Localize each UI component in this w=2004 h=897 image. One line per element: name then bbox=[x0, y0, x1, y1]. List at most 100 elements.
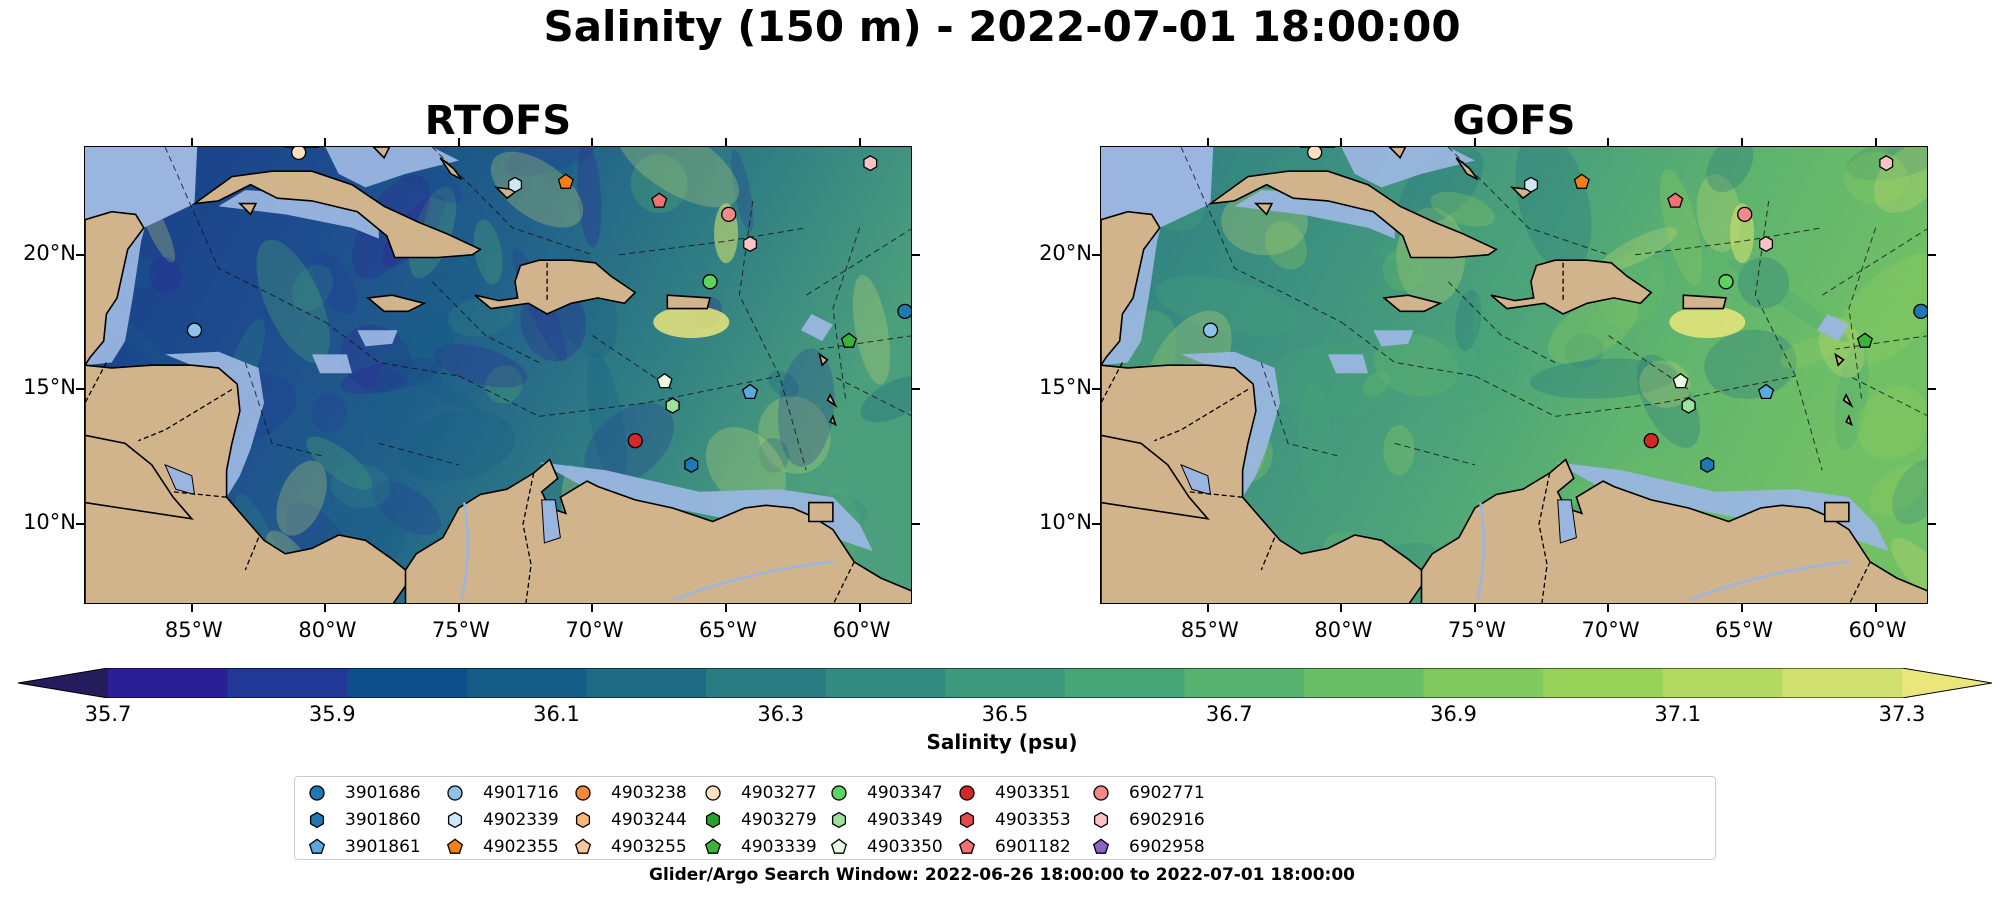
lon-tick-label: 80°W bbox=[298, 618, 357, 642]
colorbar-graphic bbox=[17, 667, 1993, 699]
land-yucatan bbox=[85, 210, 145, 367]
salinity-eddy bbox=[1704, 329, 1797, 399]
legend-marker-pentagon bbox=[958, 838, 976, 854]
map-rtofs[interactable] bbox=[84, 146, 912, 604]
eez-boundary bbox=[1447, 147, 1609, 256]
float-marker-4902339 bbox=[508, 176, 523, 193]
lat-tick-mark bbox=[1092, 523, 1100, 526]
salinity-eddy bbox=[364, 342, 479, 413]
country-border bbox=[138, 388, 233, 442]
map-canvas-1 bbox=[1101, 147, 1927, 603]
legend-label: 4903255 bbox=[611, 837, 687, 857]
map-gofs[interactable] bbox=[1100, 146, 1928, 604]
legend-label: 4903347 bbox=[867, 783, 943, 803]
shelf-ne_shelf bbox=[800, 314, 833, 341]
land-hispaniola bbox=[1490, 259, 1653, 315]
colorbar-tick-label: 36.9 bbox=[1430, 702, 1477, 726]
land-jamaica bbox=[1382, 294, 1443, 313]
land-puerto_rico bbox=[666, 294, 712, 310]
lon-tick-mark bbox=[1607, 138, 1610, 146]
legend-marker-shape bbox=[959, 811, 975, 829]
eez-boundary bbox=[431, 147, 593, 256]
land-trinidad bbox=[808, 501, 834, 523]
land-bahamas2 bbox=[439, 157, 463, 181]
legend-marker-shape bbox=[831, 785, 847, 801]
shelf-mosq_bank bbox=[312, 354, 353, 374]
country-border bbox=[1538, 472, 1551, 603]
figure-title: Salinity (150 m) - 2022-07-01 18:00:00 bbox=[543, 2, 1461, 51]
land-bahamas1 bbox=[1388, 147, 1407, 160]
lat-tick-mark bbox=[1928, 523, 1936, 526]
land-south_america bbox=[1420, 458, 1927, 603]
legend-label: 4903244 bbox=[611, 810, 687, 830]
float-marker-6901182 bbox=[651, 192, 668, 208]
lon-tick-mark bbox=[1741, 138, 1744, 146]
legend-label: 3901860 bbox=[345, 810, 421, 830]
legend-label: 6902916 bbox=[1129, 810, 1205, 830]
land-central_america_n bbox=[1101, 364, 1428, 603]
float-marker-6902771 bbox=[721, 206, 737, 223]
colorbar-segment bbox=[945, 668, 1066, 698]
land-cuba bbox=[1207, 170, 1498, 259]
land-hispaniola bbox=[474, 259, 637, 315]
lat-tick-label: 20°N bbox=[1039, 240, 1092, 265]
float-marker-3901861 bbox=[741, 383, 759, 400]
eez-boundary bbox=[619, 227, 807, 256]
legend-marker-circle bbox=[959, 785, 975, 801]
legend-marker-hexagon bbox=[575, 811, 591, 829]
country-border bbox=[522, 472, 535, 603]
lon-tick-label: 85°W bbox=[164, 618, 223, 642]
legend-marker-shape bbox=[309, 811, 325, 829]
lon-tick-mark bbox=[1874, 604, 1877, 612]
float-marker-4901716 bbox=[186, 322, 203, 338]
lon-tick-label: 75°W bbox=[1447, 618, 1506, 642]
legend-marker-shape bbox=[446, 838, 464, 854]
lon-tick-mark bbox=[1340, 604, 1343, 612]
shelf-nic_shelf bbox=[165, 351, 264, 498]
salinity-eddy bbox=[1856, 386, 1927, 460]
legend-marker-hexagon bbox=[1093, 811, 1109, 829]
land-puerto_rico bbox=[1682, 294, 1728, 310]
colorbar-segment bbox=[1064, 668, 1185, 698]
float-marker-4903350 bbox=[1672, 372, 1689, 389]
salinity-eddy bbox=[1529, 358, 1677, 399]
float-marker-3901860 bbox=[1700, 456, 1715, 474]
legend-marker-shape bbox=[958, 838, 976, 854]
land-islas3 bbox=[1845, 414, 1853, 427]
land-islas3 bbox=[829, 414, 837, 427]
colorbar-segment bbox=[1423, 668, 1544, 698]
salinity-eddy bbox=[1868, 464, 1927, 516]
legend-label: 6901182 bbox=[995, 837, 1071, 857]
legend-marker-circle bbox=[575, 785, 591, 801]
shelf-bahamas_bank bbox=[1341, 147, 1475, 188]
salinity-eddy bbox=[340, 324, 412, 393]
float-marker-4903351 bbox=[627, 433, 643, 449]
panel-title-gofs: GOFS bbox=[1452, 98, 1576, 144]
salinity-eddy bbox=[1780, 336, 1835, 369]
eez-boundary bbox=[458, 375, 780, 417]
legend-marker-shape bbox=[705, 811, 721, 829]
lon-tick-mark bbox=[725, 604, 728, 612]
shelf-nic_shelf bbox=[1181, 351, 1280, 498]
legend-marker-shape bbox=[309, 785, 325, 801]
map-canvas-0 bbox=[85, 147, 911, 603]
float-marker-4901716 bbox=[1202, 322, 1219, 338]
legend-marker-shape bbox=[1093, 785, 1109, 801]
eez-boundary bbox=[1848, 227, 1877, 403]
colorbar-segment bbox=[466, 668, 587, 698]
legend-label: 4903353 bbox=[995, 810, 1071, 830]
lon-tick-mark bbox=[324, 604, 327, 612]
legend-marker-shape bbox=[574, 838, 592, 854]
float-marker-4903347 bbox=[702, 274, 718, 290]
lon-tick-label: 65°W bbox=[1715, 618, 1774, 642]
colorbar-tick-label: 35.9 bbox=[308, 702, 356, 726]
shelf-pedro bbox=[1373, 330, 1414, 347]
lon-tick-mark bbox=[1340, 138, 1343, 146]
salinity-eddy bbox=[1598, 227, 1678, 273]
float-marker-4903350 bbox=[656, 372, 673, 389]
salinity-eddy bbox=[1515, 147, 1592, 272]
salinity-eddy bbox=[330, 463, 391, 509]
land-trinidad bbox=[1824, 501, 1850, 523]
land-bahamas1 bbox=[372, 147, 391, 160]
salinity-eddy bbox=[758, 437, 790, 473]
